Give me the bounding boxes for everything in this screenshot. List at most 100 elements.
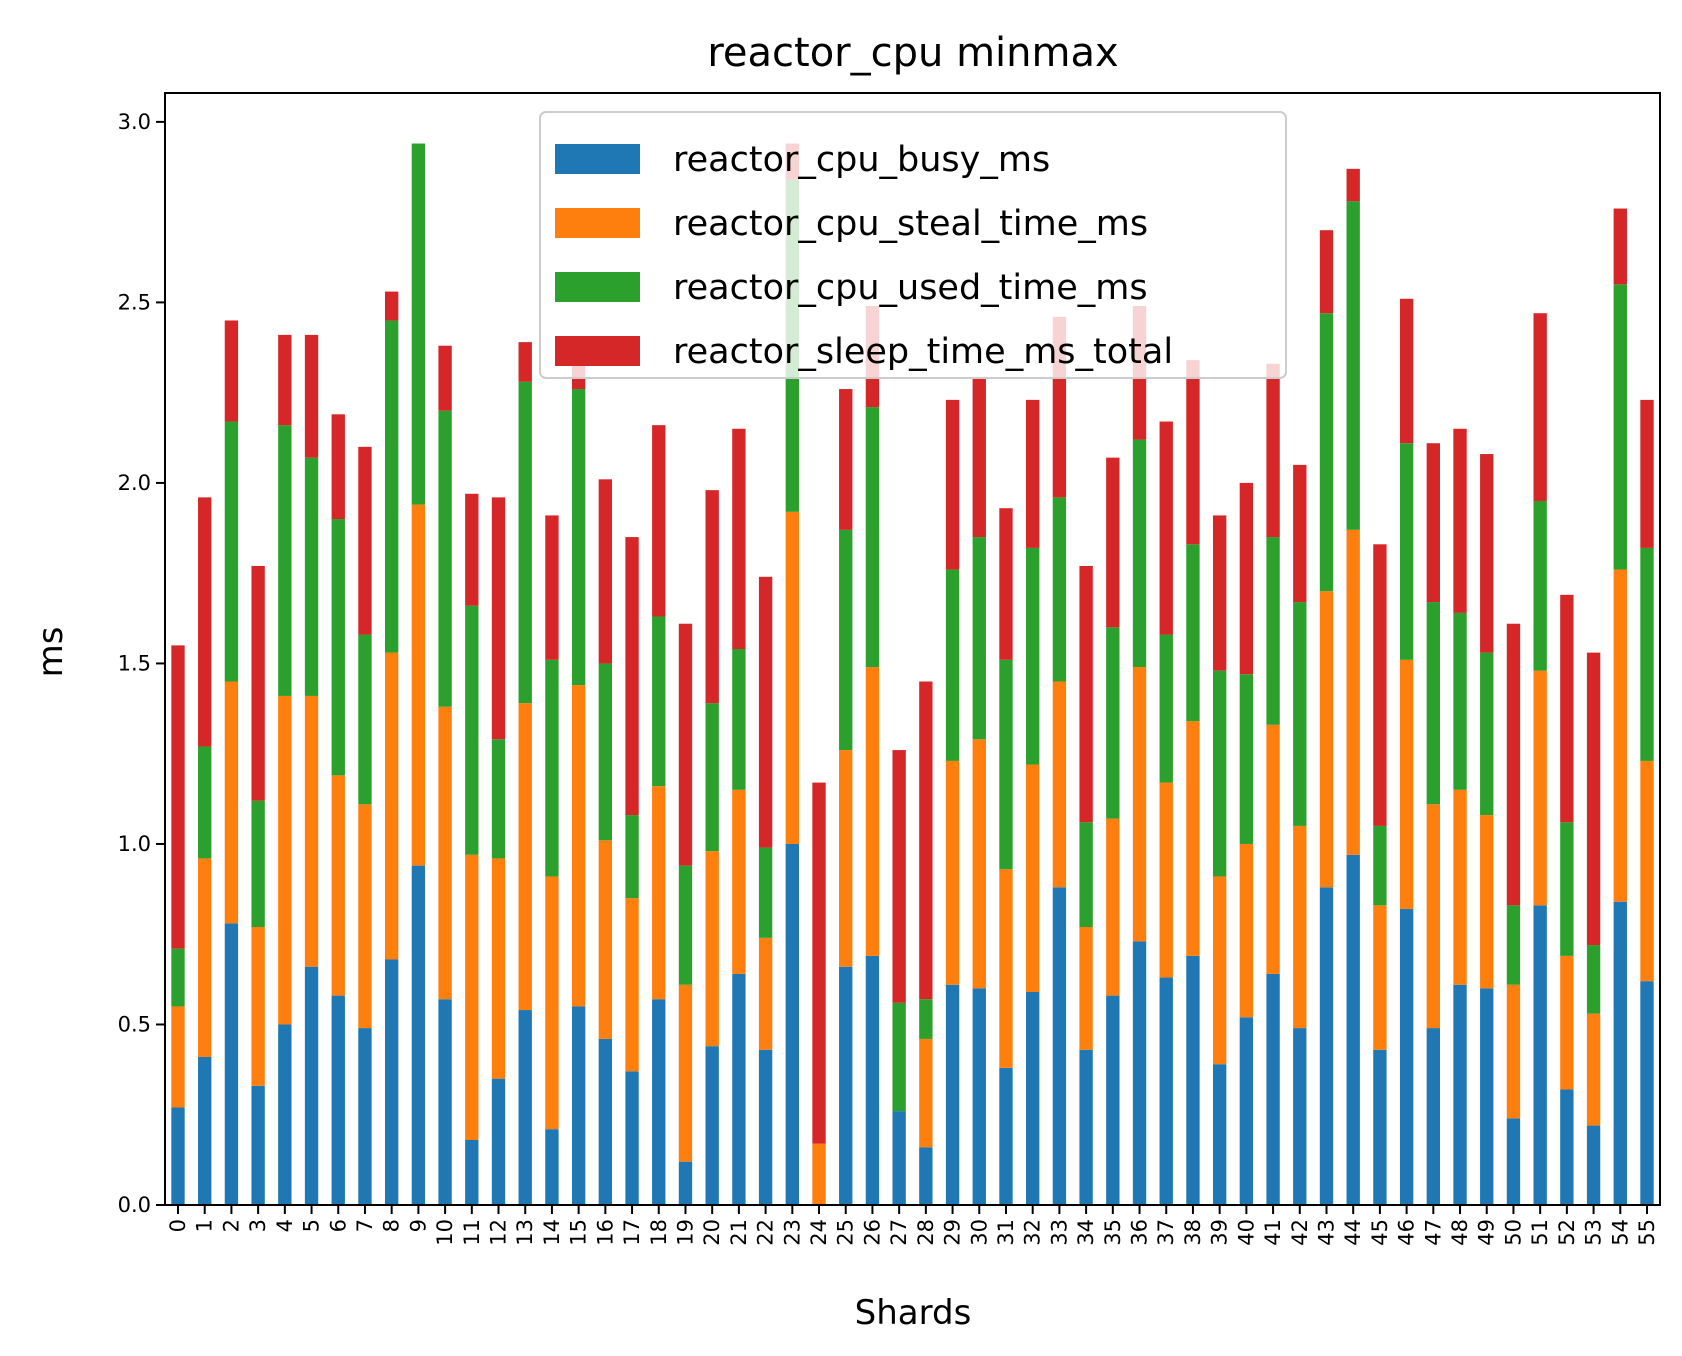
bar-segment-reactor_cpu_used_time_ms [999,659,1013,870]
bar-segment-reactor_sleep_time_ms_total [1533,313,1547,501]
y-tick-label: 0.0 [118,1193,151,1217]
x-tick-label: 0 [166,1219,190,1232]
bar-segment-reactor_sleep_time_ms_total [625,537,639,816]
x-tick-label: 42 [1288,1219,1312,1246]
bar-segment-reactor_cpu_steal_time_ms [1186,721,1200,956]
bar-segment-reactor_cpu_used_time_ms [865,407,880,668]
legend-label: reactor_sleep_time_ms_total [673,332,1173,372]
legend-swatch [555,208,640,238]
bar-segment-reactor_cpu_used_time_ms [1052,497,1067,682]
bar-segment-reactor_cpu_used_time_ms [705,703,719,852]
x-tick-label: 22 [754,1219,778,1246]
bar-segment-reactor_cpu_busy_ms [1266,973,1280,1205]
bar-segment-reactor_cpu_steal_time_ms [1373,905,1387,1050]
bar-segment-reactor_cpu_used_time_ms [1212,670,1227,877]
x-tick-label: 3 [246,1219,270,1232]
bar-segment-reactor_cpu_steal_time_ms [518,703,532,1011]
bar-segment-reactor_cpu_steal_time_ms [1079,927,1093,1050]
bar-segment-reactor_cpu_steal_time_ms [358,804,372,1029]
bar-segment-reactor_sleep_time_ms_total [465,493,479,606]
bar-segment-reactor_cpu_busy_ms [678,1161,693,1205]
x-tick-label: 50 [1501,1219,1525,1246]
bar-segment-reactor_sleep_time_ms_total [732,428,746,649]
bar-segment-reactor_sleep_time_ms_total [652,425,666,617]
bar-segment-reactor_cpu_steal_time_ms [1132,667,1147,942]
bar-segment-reactor_cpu_steal_time_ms [1239,843,1254,1018]
bar-segment-reactor_cpu_used_time_ms [358,634,372,805]
bar-segment-reactor_cpu_steal_time_ms [198,858,212,1057]
x-tick-label: 47 [1421,1219,1445,1246]
bar-segment-reactor_cpu_steal_time_ms [1453,789,1467,985]
bar-segment-reactor_cpu_used_time_ms [945,569,960,761]
x-tick-label: 6 [326,1219,350,1232]
bar-segment-reactor_cpu_steal_time_ms [598,840,613,1039]
bar-segment-reactor_cpu_used_time_ms [198,746,212,859]
x-tick-label: 30 [967,1219,991,1246]
bar-segment-reactor_sleep_time_ms_total [1106,457,1120,628]
bar-segment-reactor_cpu_used_time_ms [1640,547,1654,761]
legend-swatch [555,272,640,302]
bar-segment-reactor_cpu_used_time_ms [919,999,933,1039]
bar-segment-reactor_cpu_used_time_ms [438,410,452,707]
bar-segment-reactor_cpu_steal_time_ms [545,876,559,1130]
bar-segment-reactor_sleep_time_ms_total [678,623,693,866]
bar-segment-reactor_cpu_used_time_ms [1106,627,1120,819]
legend-swatch [555,144,640,174]
bar-segment-reactor_cpu_steal_time_ms [1293,825,1307,1029]
bar-segment-reactor_sleep_time_ms_total [1186,360,1200,545]
bar-segment-reactor_cpu_used_time_ms [1426,602,1441,805]
bar-segment-reactor_cpu_steal_time_ms [224,681,239,924]
bar-segment-reactor_cpu_used_time_ms [1132,439,1147,668]
bar-segment-reactor_sleep_time_ms_total [518,342,532,382]
bar-segment-reactor_cpu_steal_time_ms [411,504,426,866]
bar-segment-reactor_cpu_steal_time_ms [1480,815,1494,989]
bar-segment-reactor_cpu_used_time_ms [1266,537,1280,725]
bar-segment-reactor_sleep_time_ms_total [358,446,372,635]
bar-segment-reactor_cpu_used_time_ms [1506,905,1521,985]
bar-segment-reactor_cpu_busy_ms [1399,908,1414,1205]
bar-segment-reactor_sleep_time_ms_total [1293,464,1307,603]
legend: reactor_cpu_busy_ms reactor_cpu_steal_tim… [539,111,1287,379]
bar-segment-reactor_cpu_busy_ms [598,1038,613,1205]
bar-segment-reactor_cpu_steal_time_ms [465,854,479,1141]
bar-segment-reactor_cpu_steal_time_ms [1426,804,1441,1029]
bar-segment-reactor_sleep_time_ms_total [1586,652,1601,946]
bar-segment-reactor_cpu_used_time_ms [972,537,986,740]
bar-segment-reactor_cpu_busy_ms [1533,905,1547,1205]
x-tick-label: 55 [1635,1219,1659,1246]
bar-segment-reactor_cpu_busy_ms [892,1111,906,1205]
x-tick-label: 23 [780,1219,804,1246]
bar-segment-reactor_cpu_busy_ms [705,1046,719,1205]
bar-segment-reactor_cpu_busy_ms [278,1024,292,1205]
bar-segment-reactor_sleep_time_ms_total [278,334,292,426]
bar-segment-reactor_sleep_time_ms_total [1453,428,1467,613]
x-tick-label: 37 [1154,1219,1178,1246]
x-tick-label: 41 [1261,1219,1285,1246]
bar-segment-reactor_cpu_steal_time_ms [278,695,292,1025]
bar-segment-reactor_cpu_used_time_ms [1293,602,1307,826]
bar-segment-reactor_cpu_used_time_ms [1480,652,1494,816]
x-tick-label: 13 [513,1219,537,1246]
bar-segment-reactor_cpu_busy_ms [1373,1049,1387,1205]
x-tick-label: 4 [273,1219,297,1232]
bar-segment-reactor_sleep_time_ms_total [545,515,559,660]
bar-segment-reactor_cpu_busy_ms [1586,1125,1601,1205]
bar-segment-reactor_sleep_time_ms_total [1212,515,1227,671]
bar-segment-reactor_cpu_steal_time_ms [972,739,986,989]
bar-segment-reactor_sleep_time_ms_total [1506,623,1521,906]
bar-segment-reactor_cpu_steal_time_ms [1026,764,1040,992]
bar-segment-reactor_cpu_used_time_ms [652,616,666,787]
bar-segment-reactor_sleep_time_ms_total [1613,208,1627,285]
bar-segment-reactor_sleep_time_ms_total [758,576,773,848]
x-tick-label: 26 [860,1219,884,1246]
bar-segment-reactor_cpu_used_time_ms [1239,674,1254,844]
bar-segment-reactor_cpu_busy_ms [1052,887,1067,1205]
bar-segment-reactor_cpu_busy_ms [171,1107,185,1205]
bar-segment-reactor_cpu_steal_time_ms [652,786,666,1000]
bars [171,143,1654,1205]
bar-segment-reactor_sleep_time_ms_total [171,645,185,949]
x-tick-label: 24 [807,1219,831,1246]
bar-segment-reactor_cpu_busy_ms [465,1140,479,1205]
x-tick-label: 17 [620,1219,644,1246]
bar-segment-reactor_cpu_busy_ms [865,955,880,1205]
